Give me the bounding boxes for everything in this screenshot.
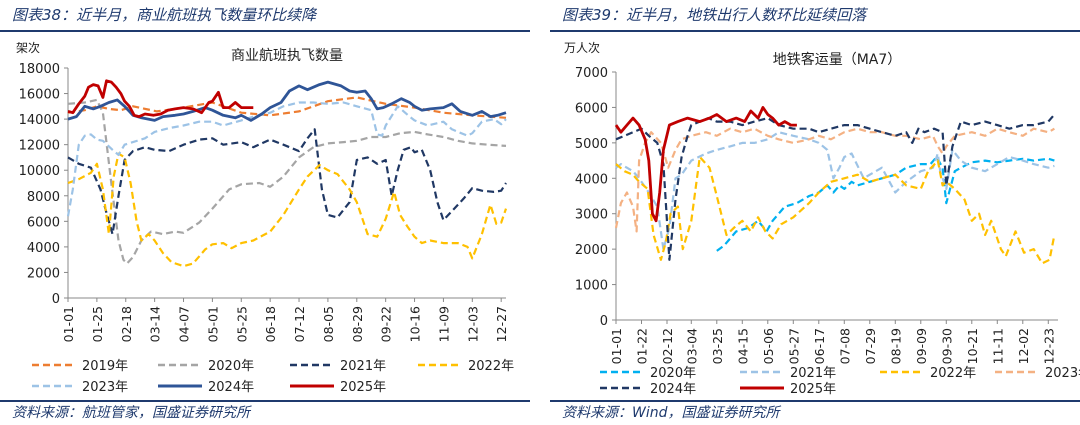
series-line-2022年 [67, 152, 508, 268]
legend-label: 2025年 [790, 382, 836, 397]
x-tick-label: 12-27 [494, 306, 509, 342]
x-tick-label: 04-07 [177, 306, 192, 342]
x-tick-label: 09-30 [939, 328, 954, 364]
left-figure-panel: 图表38：近半月，商业航班执飞数量环比续降 商业航班执飞数量 架次 0 2000 400… [0, 0, 530, 425]
legend-label: 2022年 [930, 366, 976, 381]
y-tick-label: 6000 [27, 215, 60, 230]
y-tick-label: 18000 [19, 62, 60, 77]
x-tick-label: 01-25 [90, 306, 105, 342]
series-line-2021年 [615, 131, 1055, 251]
x-tick-label: 02-18 [119, 306, 134, 342]
title-rule [0, 30, 530, 32]
series-line-2023年 [66, 101, 507, 217]
legend-label: 2019年 [82, 359, 128, 374]
y-tick-label: 2000 [27, 266, 60, 281]
x-tick-label: 01-01 [61, 306, 76, 342]
x-tick-label: 06-17 [812, 328, 827, 364]
source-rule [550, 400, 1080, 402]
series-line-2023年 [614, 127, 1055, 233]
legend-label: 2020年 [650, 366, 696, 381]
x-tick-label: 01-22 [635, 328, 650, 364]
y-tick-label: 7000 [575, 66, 608, 81]
y-axis-label: 万人次 [564, 41, 600, 55]
legend-label: 2023年 [1045, 366, 1080, 381]
source-note: 资料来源：Wind，国盛证券研究所 [562, 405, 780, 421]
y-tick-label: 1000 [575, 279, 608, 294]
series-line-2025年 [614, 106, 797, 223]
x-tick-label: 07-12 [292, 306, 307, 342]
y-tick-label: 4000 [27, 241, 60, 256]
x-tick-label: 07-08 [837, 328, 852, 364]
x-tick-label: 09-09 [914, 328, 929, 364]
legend-label: 2022年 [468, 359, 514, 374]
legend-label: 2023年 [82, 380, 128, 395]
y-axis-label: 架次 [16, 41, 40, 55]
x-tick-label: 04-15 [735, 328, 750, 364]
y-tick-label: 2000 [575, 243, 608, 258]
figure-title: 图表39：近半月，地铁出行人数环比延续回落 [562, 6, 867, 24]
legend-label: 2024年 [650, 382, 696, 397]
x-tick-label: 11-09 [436, 306, 451, 342]
x-tick-label: 03-04 [684, 328, 699, 364]
series-line-2020年 [716, 155, 1055, 252]
x-tick-label: 01-01 [609, 328, 624, 364]
x-tick-label: 05-27 [786, 328, 801, 364]
x-tick-label: 07-29 [863, 328, 878, 364]
legend-label: 2024年 [208, 380, 254, 395]
x-tick-label: 06-18 [263, 306, 278, 342]
series-line-2021年 [67, 128, 507, 236]
x-tick-label: 11-11 [990, 328, 1005, 364]
source-rule [0, 400, 530, 402]
source-note: 资料来源：航班管家，国盛证券研究所 [12, 405, 250, 421]
chart-title: 地铁客运量（MA7） [773, 51, 902, 68]
legend-label: 2020年 [208, 359, 254, 374]
right-figure-panel: 图表39：近半月，地铁出行人数环比延续回落 地铁客运量（MA7） 万人次 0 1000… [550, 0, 1080, 425]
y-tick-label: 0 [600, 314, 608, 329]
y-tick-label: 5000 [575, 137, 608, 152]
x-tick-label: 08-19 [888, 328, 903, 364]
series-line-2020年 [67, 98, 507, 265]
x-tick-label: 05-25 [234, 306, 249, 342]
legend-label: 2021年 [790, 366, 836, 381]
subway-chart: 地铁客运量（MA7） 万人次 0 1000 2000 3000 4000 5000 6000 70… [564, 41, 1080, 397]
x-tick-label: 12-02 [1016, 328, 1031, 364]
y-tick-label: 16000 [19, 88, 60, 103]
y-tick-label: 10000 [19, 164, 60, 179]
y-tick-label: 8000 [27, 190, 60, 205]
y-tick-label: 12000 [19, 139, 60, 154]
y-tick-label: 4000 [575, 172, 608, 187]
y-tick-label: 0 [52, 292, 60, 307]
series-line-2024年 [615, 113, 1056, 261]
x-tick-label: 08-29 [350, 306, 365, 342]
x-tick-label: 02-12 [660, 328, 675, 364]
x-tick-label: 12-03 [465, 306, 480, 342]
x-tick-label: 12-23 [1041, 328, 1056, 364]
series-line-2025年 [67, 79, 254, 118]
chart-title: 商业航班执飞数量 [231, 48, 343, 64]
x-tick-label: 09-22 [379, 306, 394, 342]
legend-label: 2025年 [340, 380, 386, 395]
x-tick-label: 03-25 [710, 328, 725, 364]
title-rule [550, 30, 1080, 32]
x-tick-label: 10-21 [965, 328, 980, 364]
x-tick-label: 10-16 [408, 306, 423, 342]
series-line-2022年 [615, 155, 1056, 265]
y-tick-label: 6000 [575, 101, 608, 116]
y-tick-label: 14000 [19, 113, 60, 128]
flights-chart: 商业航班执飞数量 架次 0 2000 4000 6000 8000 10000 12000 140… [16, 41, 514, 395]
legend-label: 2021年 [340, 359, 386, 374]
figure-title: 图表38：近半月，商业航班执飞数量环比续降 [12, 6, 317, 24]
y-tick-label: 3000 [575, 208, 608, 223]
x-tick-label: 05-01 [205, 306, 220, 342]
x-tick-label: 03-14 [148, 306, 163, 342]
x-tick-label: 08-05 [321, 306, 336, 342]
x-tick-label: 05-06 [761, 328, 776, 364]
